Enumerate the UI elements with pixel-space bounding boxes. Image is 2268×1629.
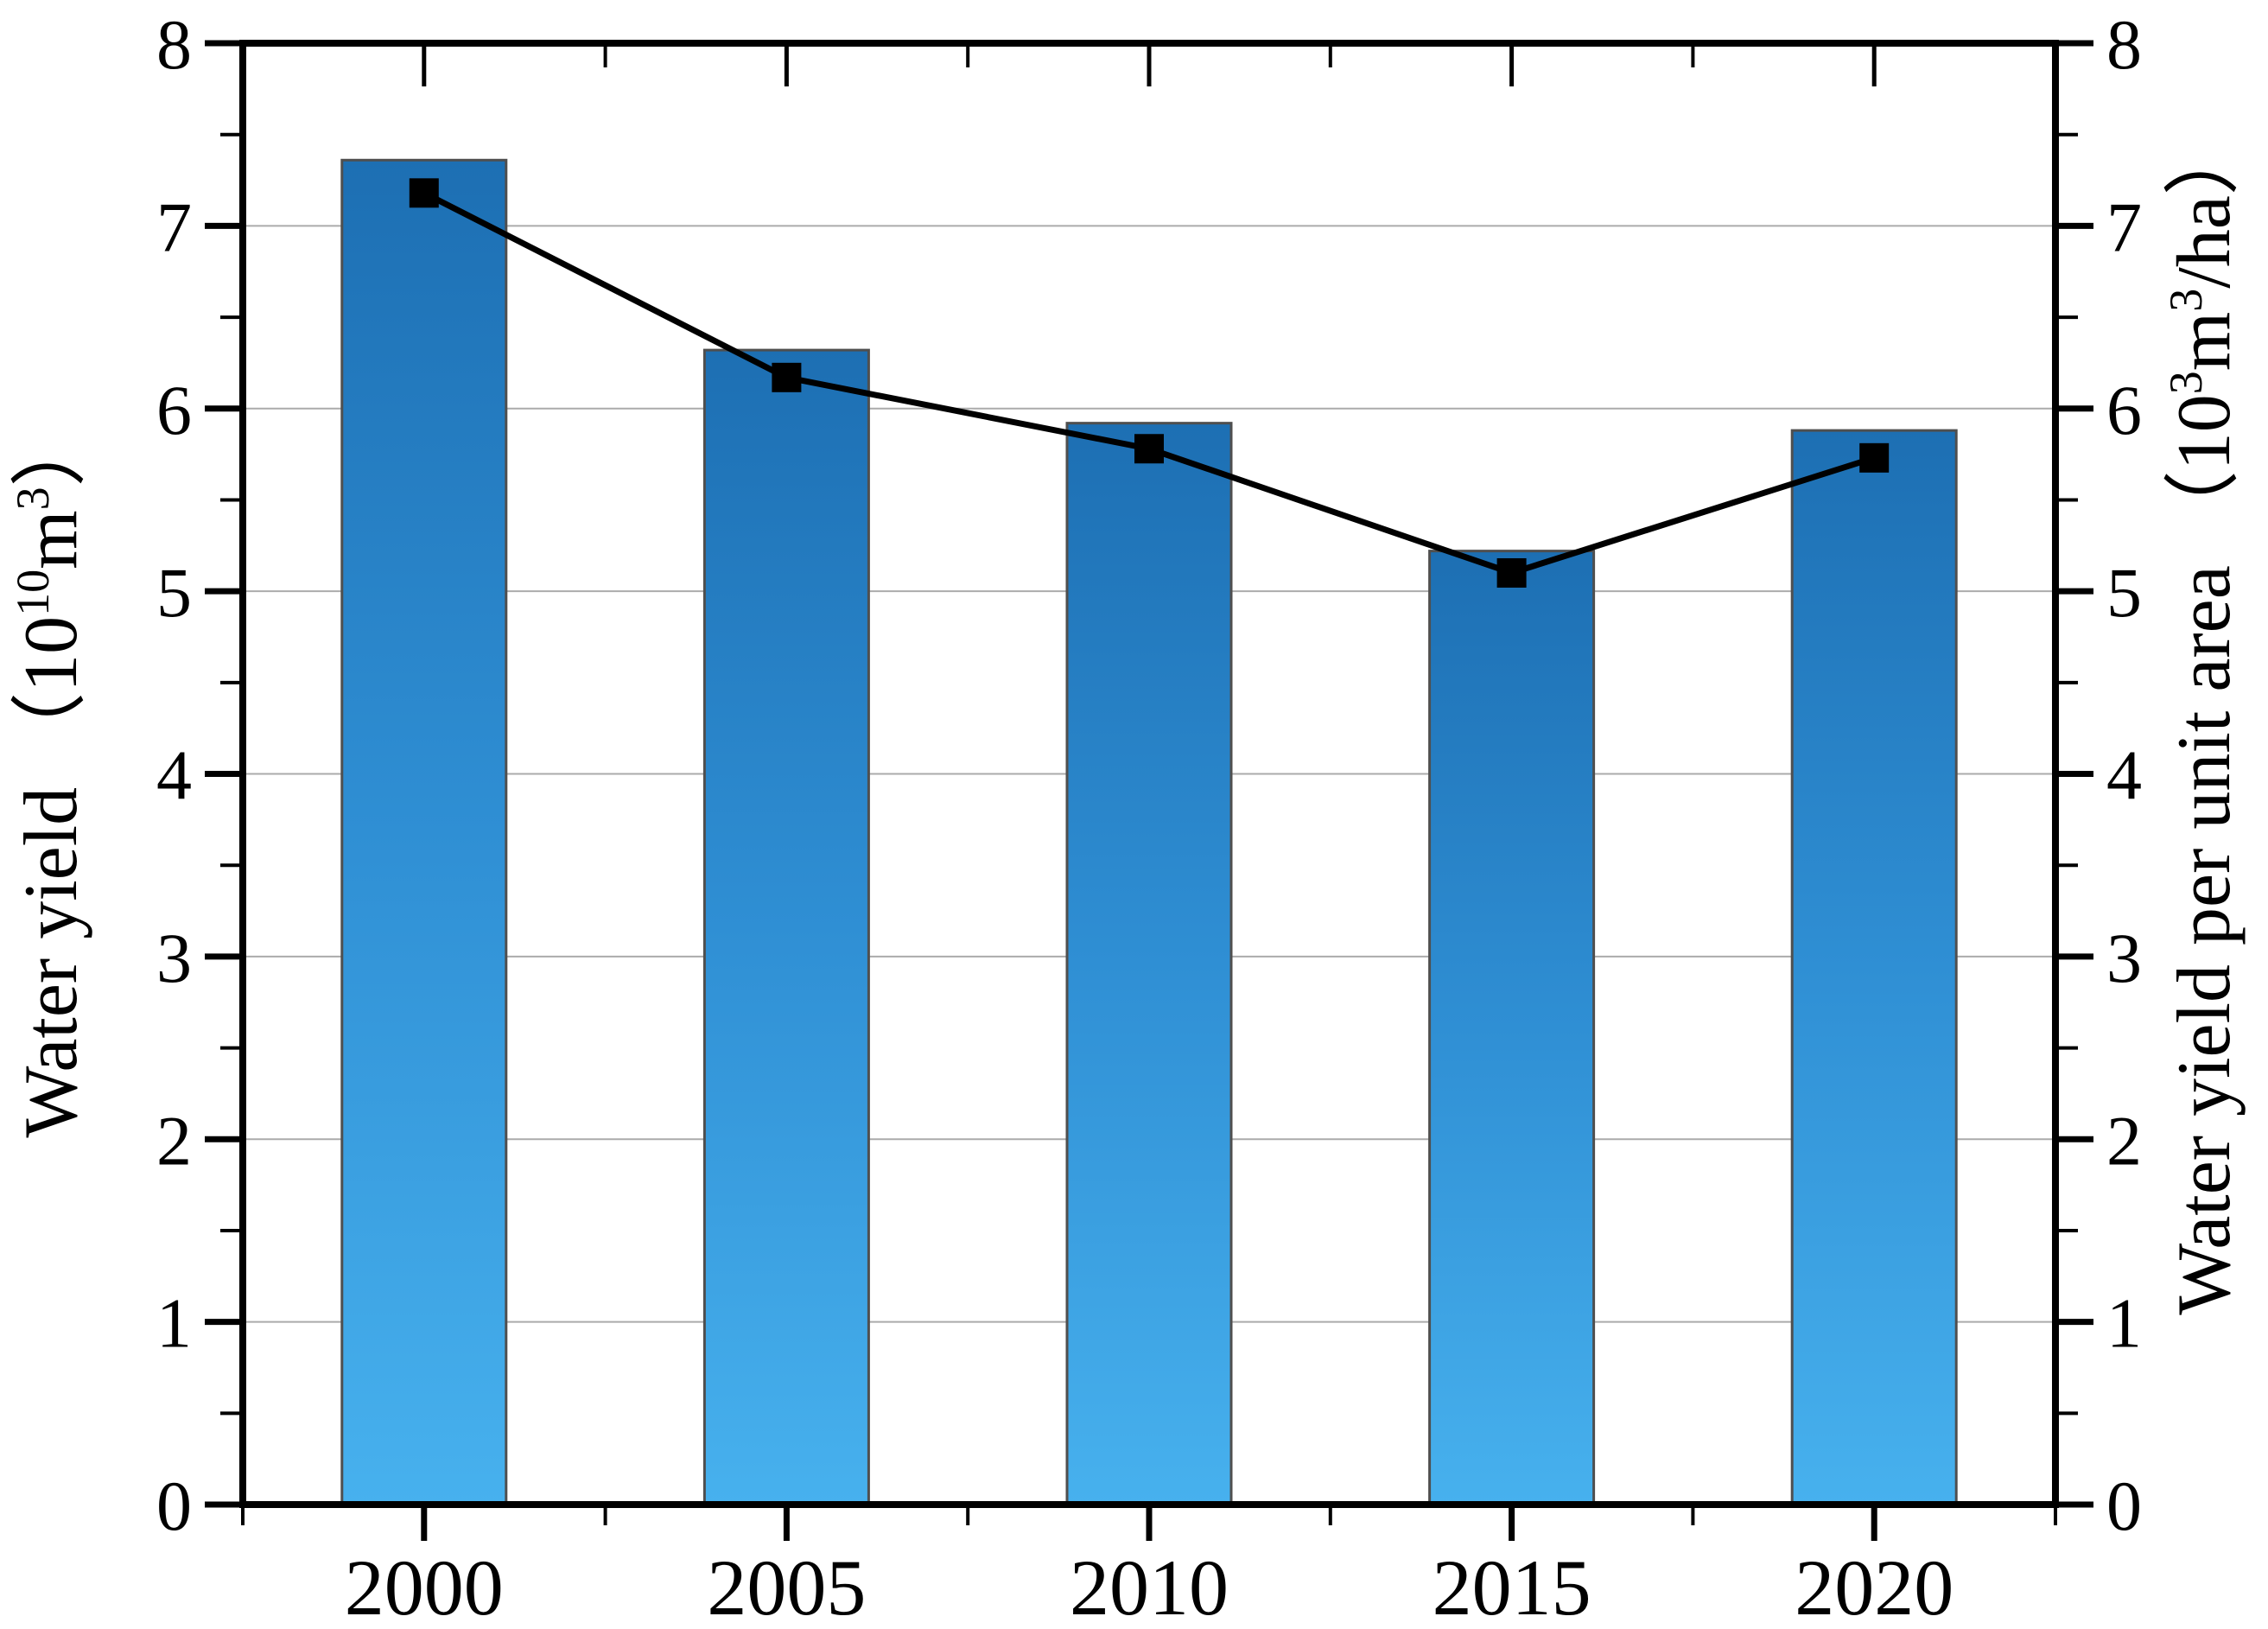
marker-2005 (772, 362, 802, 392)
x-axis-tick-label-2010: 2010 (1070, 1543, 1229, 1629)
bar-2000 (340, 158, 508, 1506)
marker-2020 (1859, 442, 1890, 473)
left-axis-tick-label-8: 8 (156, 5, 192, 84)
left-axis-tick-label-5: 5 (156, 553, 192, 632)
left-axis-tick-label-4: 4 (156, 736, 192, 815)
left-axis-tick-label-1: 1 (156, 1284, 192, 1363)
left-axis-title: Water yield （1010m3） (7, 410, 93, 1137)
left-axis-tick-label-7: 7 (156, 188, 192, 266)
bar-2010 (1065, 422, 1233, 1506)
plot-border (239, 40, 2059, 1508)
x-axis-tick-label-2015: 2015 (1433, 1543, 1591, 1629)
right-axis-tick-label-1: 1 (2106, 1284, 2142, 1363)
marker-2010 (1134, 434, 1164, 464)
right-axis-title: Water yield per unit area （103m3/ha） (2160, 119, 2246, 1315)
bar-2005 (702, 348, 870, 1506)
right-axis-tick-label-0: 0 (2106, 1467, 2142, 1545)
right-axis-tick-label-6: 6 (2106, 371, 2142, 449)
right-axis-tick-label-5: 5 (2106, 553, 2142, 632)
right-axis-tick-label-8: 8 (2106, 5, 2142, 84)
left-axis-tick-label-3: 3 (156, 919, 192, 997)
left-axis-tick-label-6: 6 (156, 371, 192, 449)
x-axis-tick-label-2000: 2000 (345, 1543, 504, 1629)
x-axis-tick-label-2020: 2020 (1795, 1543, 1954, 1629)
bar-2015 (1428, 550, 1596, 1506)
marker-2015 (1496, 557, 1527, 588)
right-axis-tick-label-2: 2 (2106, 1101, 2142, 1180)
right-axis-tick-label-7: 7 (2106, 188, 2142, 266)
marker-2000 (409, 178, 439, 208)
right-axis-tick-label-3: 3 (2106, 919, 2142, 997)
right-axis-tick-label-4: 4 (2106, 736, 2142, 815)
left-axis-tick-label-0: 0 (156, 1467, 192, 1545)
bar-2020 (1790, 429, 1958, 1506)
left-axis-tick-label-2: 2 (156, 1101, 192, 1180)
x-axis-tick-label-2005: 2005 (707, 1543, 866, 1629)
